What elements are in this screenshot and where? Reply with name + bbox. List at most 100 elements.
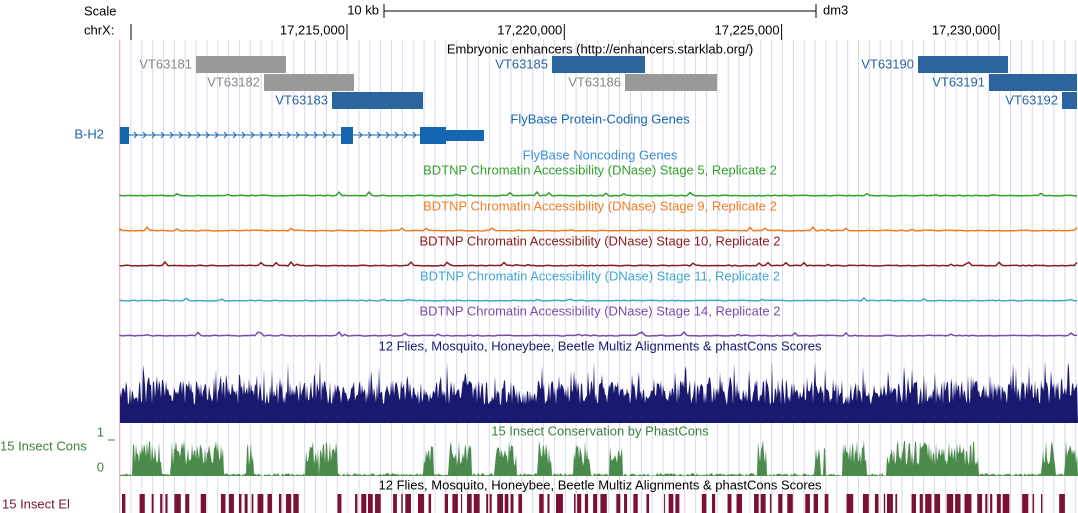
element-block: [1041, 494, 1043, 513]
intron-arrow: [268, 131, 273, 139]
element-block: [200, 494, 207, 513]
element-block: [668, 494, 674, 513]
intron-arrow: [394, 131, 399, 139]
intron-arrow: [367, 131, 372, 139]
element-block: [401, 494, 403, 513]
enhancer: [989, 74, 1077, 91]
element-block: [600, 494, 607, 513]
track-title: BDTNP Chromatin Accessibility (DNase) St…: [423, 198, 777, 213]
element-block: [151, 494, 154, 513]
enhancer: [196, 56, 286, 73]
intron-arrow: [232, 131, 237, 139]
ruler-label: 17,215,000: [280, 22, 345, 37]
intron-arrow: [286, 131, 291, 139]
element-block: [489, 494, 492, 513]
intron-arrow: [277, 131, 282, 139]
element-block: [664, 494, 666, 513]
element-block: [955, 494, 961, 513]
track-title: FlyBase Protein-Coding Genes: [510, 111, 690, 126]
intron-arrow: [376, 131, 381, 139]
enhancer: [625, 74, 717, 91]
element-block: [616, 494, 621, 513]
element-block: [985, 494, 988, 513]
element-block: [244, 494, 248, 513]
element-block: [846, 494, 854, 513]
intron-arrow: [259, 131, 264, 139]
element-block: [701, 494, 707, 513]
element-block: [1059, 494, 1065, 513]
element-block: [510, 494, 514, 513]
signal-track: [119, 190, 1078, 197]
scale-bar-label: 10 kb: [347, 2, 379, 17]
element-block: [368, 494, 373, 513]
element-block: [1002, 494, 1010, 513]
assembly-label: dm3: [823, 2, 848, 17]
track-title: 15 Insect Conservation by PhastCons: [491, 423, 709, 438]
element-block: [467, 494, 472, 513]
gene-label: B-H2: [74, 126, 104, 141]
element-block: [760, 494, 766, 513]
element-block: [577, 494, 582, 513]
intron-arrow: [241, 131, 246, 139]
element-block: [736, 494, 743, 513]
element-block: [874, 494, 879, 513]
element-block: [355, 494, 358, 513]
signal-track: [119, 225, 1078, 232]
track-title: BDTNP Chromatin Accessibility (DNase) St…: [419, 303, 780, 318]
element-block: [805, 494, 810, 513]
element-block: [504, 494, 509, 513]
exon: [120, 127, 129, 144]
intron-arrow: [358, 131, 363, 139]
track-title: BDTNP Chromatin Accessibility (DNase) St…: [423, 162, 777, 177]
track-title: 12 Flies, Mosquito, Honeybee, Beetle Mul…: [379, 477, 822, 492]
element-block: [547, 494, 550, 513]
element-block: [1032, 494, 1035, 513]
element-block: [727, 494, 732, 513]
element-block: [160, 494, 163, 513]
element-block: [293, 494, 299, 513]
element-block: [286, 494, 292, 513]
element-block: [393, 494, 397, 513]
element-block: [497, 494, 504, 513]
intron-arrow: [304, 131, 309, 139]
multiz-histogram: [120, 360, 1078, 423]
ruler-label: 17,220,000: [497, 22, 562, 37]
background-grid: [119, 40, 1077, 513]
element-block: [1022, 494, 1029, 513]
element-block: [754, 494, 759, 513]
element-block: [220, 494, 226, 513]
element-block: [452, 494, 458, 513]
intron-arrow: [313, 131, 318, 139]
intron-arrow: [250, 131, 255, 139]
element-block: [895, 494, 898, 513]
element-block: [228, 494, 234, 513]
enhancer: [264, 74, 354, 91]
element-block: [778, 494, 783, 513]
element-block: [337, 494, 342, 513]
element-block: [633, 494, 638, 513]
side-label: 15 Insect Cons: [0, 438, 87, 453]
intron-arrow: [142, 131, 147, 139]
element-block: [405, 494, 412, 513]
enhancer-label: VT63185: [495, 56, 548, 71]
scale-label: Scale: [84, 3, 117, 18]
element-block: [787, 494, 793, 513]
intron-arrow: [331, 131, 336, 139]
element-block: [361, 494, 367, 513]
element-block: [712, 494, 716, 513]
element-block: [460, 494, 463, 513]
enhancer-label: VT63181: [139, 56, 192, 71]
track-title: BDTNP Chromatin Accessibility (DNase) St…: [420, 268, 780, 283]
exon: [420, 127, 446, 144]
signal-track: [119, 330, 1078, 337]
element-block: [977, 494, 983, 513]
axis-label: 1: [97, 424, 104, 439]
element-block: [486, 494, 489, 513]
track-title: FlyBase Noncoding Genes: [523, 147, 678, 162]
element-block: [417, 494, 424, 513]
element-block: [174, 494, 181, 513]
element-block: [428, 494, 432, 513]
intron-arrow: [412, 131, 417, 139]
signal-track: [119, 260, 1078, 267]
